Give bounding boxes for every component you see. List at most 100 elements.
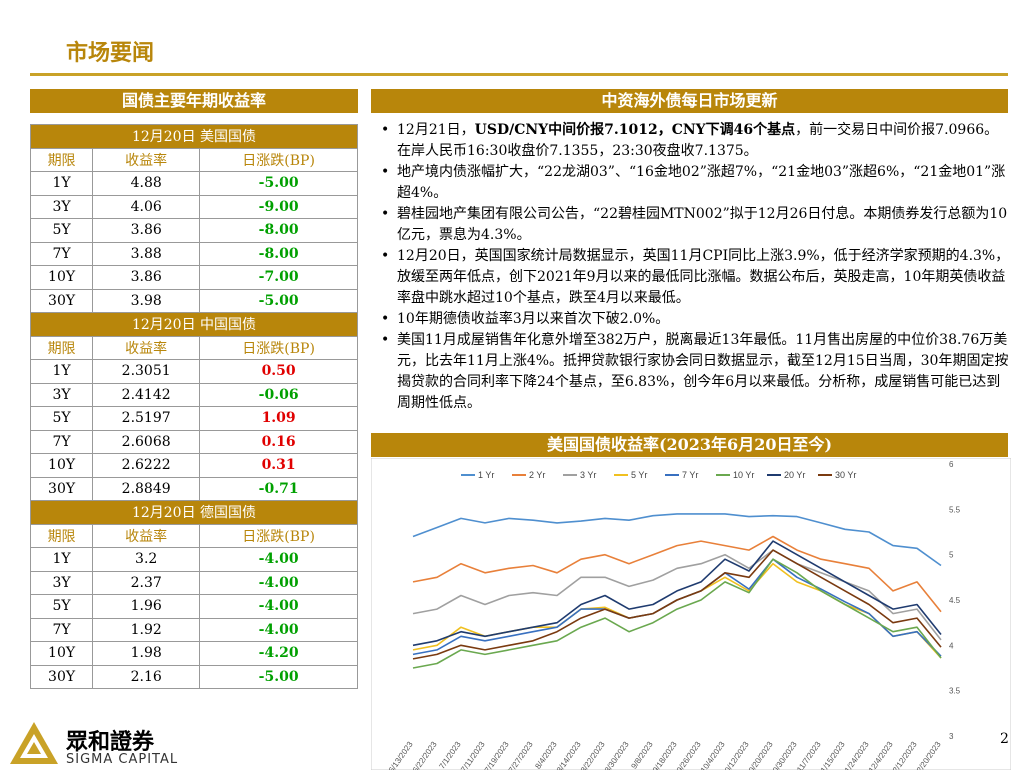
cell-tenor: 7Y [29, 429, 94, 454]
cell-tenor: 10Y [29, 641, 94, 666]
news-text-pre: 12月20日，英国国家统计局数据显示，英国11月CPI同比上涨3.9%，低于经济… [397, 248, 1010, 306]
news-text-pre: 碧桂园地产集团有限公司公告，“22碧桂园MTN002”拟于12月26日付息。本期… [397, 206, 1008, 243]
cell-tenor: 30Y [29, 664, 94, 689]
news-text-pre: 10年期德债收益率3月以来首次下破2.0%。 [397, 311, 670, 327]
cell-yield: 4.06 [92, 194, 201, 219]
legend-label: 7 Yr [682, 470, 698, 480]
cell-yield: 2.6222 [92, 453, 201, 478]
column-header-yield: 收益率 [92, 147, 201, 172]
cell-change: -9.00 [199, 194, 358, 219]
series-line [412, 558, 942, 669]
cell-tenor: 10Y [29, 453, 94, 478]
table-row: 1Y 2.3051 0.50 [29, 359, 358, 384]
cell-change: -5.00 [199, 171, 358, 196]
news-item: • 碧桂园地产集团有限公司公告，“22碧桂园MTN002”拟于12月26日付息。本… [374, 204, 1010, 246]
y-tick-label: 6 [949, 460, 954, 469]
table-group-label: 12月20日 美国国债 [30, 124, 358, 149]
y-tick-label: 5 [949, 551, 954, 560]
cell-yield: 1.98 [92, 641, 201, 666]
news-text-post: ，前一交易日中间价报7.0966。在岸人民币16:30收盘价7.1355，23:… [397, 122, 999, 159]
table-row: 7Y 3.88 -8.00 [29, 241, 358, 266]
cell-change: -7.00 [199, 265, 358, 290]
table-row: 1Y 4.88 -5.00 [29, 171, 358, 196]
y-tick-label: 3 [949, 732, 954, 741]
news-text-pre: 地产境内债涨幅扩大，“22龙湖03”、“16金地02”涨超7%，“21金地03”… [397, 164, 1006, 201]
table-row: 3Y 2.4142 -0.06 [29, 382, 358, 407]
table-row: 3Y 2.37 -4.00 [29, 570, 358, 595]
table-row: 7Y 1.92 -4.00 [29, 617, 358, 642]
news-item: • 12月21日，USD/CNY中间价报7.1012，CNY下调46个基点，前一交… [374, 120, 1010, 162]
cell-change: -5.00 [199, 288, 358, 313]
cell-change: -4.00 [199, 547, 358, 572]
bullet-icon: • [381, 206, 390, 222]
cell-change: -8.00 [199, 218, 358, 243]
column-header-change: 日涨跌(BP) [199, 523, 358, 548]
table-row: 30Y 2.8849 -0.71 [29, 476, 358, 501]
news-section-header: 中资海外债每日市场更新 [371, 89, 1008, 113]
news-item: • 10年期德债收益率3月以来首次下破2.0%。 [374, 309, 1010, 330]
news-item: • 地产境内债涨幅扩大，“22龙湖03”、“16金地02”涨超7%，“21金地03… [374, 162, 1010, 204]
bond-yields-table: 12月20日 美国国债 期限 收益率 日涨跌(BP) 1Y 4.88 -5.00 3Y 4.06… [29, 124, 358, 689]
y-tick-label: 4 [949, 641, 954, 650]
table-row: 5Y 1.96 -4.00 [29, 594, 358, 619]
title-divider [30, 73, 1008, 76]
news-text-pre: 美国11月成屋销售年化意外增至382万户，脱离最近13年最低。11月售出房屋的中… [397, 332, 1009, 411]
legend-label: 5 Yr [631, 470, 647, 480]
cell-change: 0.31 [199, 453, 358, 478]
cell-change: -0.71 [199, 476, 358, 501]
cell-tenor: 5Y [29, 218, 94, 243]
news-list: • 12月21日，USD/CNY中间价报7.1012，CNY下调46个基点，前一交… [374, 120, 1010, 414]
cell-tenor: 3Y [29, 382, 94, 407]
bullet-icon: • [381, 248, 390, 264]
cell-tenor: 3Y [29, 194, 94, 219]
bullet-icon: • [381, 164, 390, 180]
cell-change: 1.09 [199, 406, 358, 431]
cell-tenor: 10Y [29, 265, 94, 290]
table-row: 10Y 3.86 -7.00 [29, 265, 358, 290]
y-tick-label: 5.5 [949, 505, 961, 514]
yields-section-header: 国债主要年期收益率 [30, 89, 358, 113]
cell-yield: 2.5197 [92, 406, 201, 431]
us-treasury-yield-chart: 65.554.543.536/13/20236/22/20237/1/20237… [371, 458, 1011, 770]
cell-yield: 2.6068 [92, 429, 201, 454]
bullet-icon: • [381, 311, 390, 327]
cell-yield: 2.8849 [92, 476, 201, 501]
cell-yield: 1.96 [92, 594, 201, 619]
cell-tenor: 5Y [29, 594, 94, 619]
bullet-icon: • [381, 332, 390, 348]
series-line [412, 549, 942, 660]
table-row: 7Y 2.6068 0.16 [29, 429, 358, 454]
sigma-logo-icon [10, 722, 58, 764]
news-item: • 12月20日，英国国家统计局数据显示，英国11月CPI同比上涨3.9%，低于经… [374, 246, 1010, 309]
cell-yield: 2.4142 [92, 382, 201, 407]
bullet-icon: • [381, 122, 390, 138]
table-row: 1Y 3.2 -4.00 [29, 547, 358, 572]
legend-label: 2 Yr [529, 470, 545, 480]
table-row: 30Y 3.98 -5.00 [29, 288, 358, 313]
cell-yield: 3.86 [92, 265, 201, 290]
brand-name-en: SIGMA CAPITAL [66, 752, 179, 767]
cell-tenor: 3Y [29, 570, 94, 595]
column-header-yield: 收益率 [92, 335, 201, 360]
table-row: 5Y 2.5197 1.09 [29, 406, 358, 431]
cell-change: -4.00 [199, 594, 358, 619]
cell-change: 0.50 [199, 359, 358, 384]
y-tick-label: 4.5 [949, 596, 961, 605]
chart-frame [371, 458, 1011, 770]
cell-yield: 3.86 [92, 218, 201, 243]
cell-yield: 2.16 [92, 664, 201, 689]
series-line [412, 549, 942, 641]
table-row: 3Y 4.06 -9.00 [29, 194, 358, 219]
brand-name-cn: 眾和證券 [66, 730, 155, 755]
cell-tenor: 7Y [29, 241, 94, 266]
cell-yield: 3.2 [92, 547, 201, 572]
column-header-yield: 收益率 [92, 523, 201, 548]
column-header-tenor: 期限 [29, 335, 94, 360]
column-header-change: 日涨跌(BP) [199, 335, 358, 360]
table-group-label: 12月20日 德国国债 [30, 500, 358, 525]
legend-label: 1 Yr [478, 470, 494, 480]
table-row: 5Y 3.86 -8.00 [29, 218, 358, 243]
series-line [412, 540, 942, 647]
legend-label: 3 Yr [580, 470, 596, 480]
series-line [412, 513, 942, 567]
